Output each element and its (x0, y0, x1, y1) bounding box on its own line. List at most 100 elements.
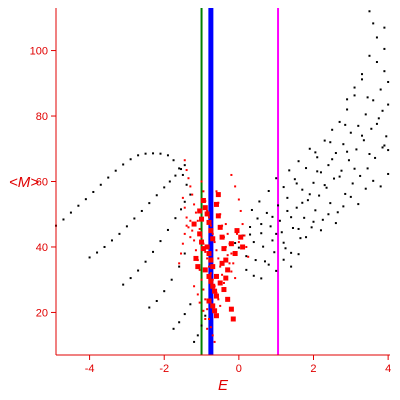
data-point (178, 265, 181, 268)
data-point (196, 219, 199, 222)
data-point (219, 234, 225, 240)
data-point (194, 249, 197, 252)
data-point (314, 209, 317, 212)
data-point (159, 152, 162, 155)
data-point (202, 205, 208, 211)
data-point (325, 186, 328, 189)
data-point (199, 216, 205, 222)
data-point (144, 152, 147, 155)
data-point (212, 308, 218, 314)
data-point (301, 188, 304, 191)
data-point (239, 209, 242, 212)
data-point (379, 185, 382, 188)
data-point (122, 283, 125, 286)
data-point (137, 269, 140, 272)
x-ticks: -4 -2 0 2 4 (85, 355, 391, 375)
data-point (316, 170, 319, 173)
data-point (355, 148, 358, 151)
y-axis-label: <M> (9, 174, 39, 191)
x-tick-label: -4 (85, 363, 95, 375)
y-ticks: 20 40 60 80 100 (30, 46, 56, 319)
data-point (346, 98, 349, 101)
data-point (237, 241, 240, 244)
data-point (290, 265, 293, 268)
data-point (226, 232, 229, 235)
x-axis-label: E (218, 377, 229, 394)
data-point (383, 47, 386, 50)
data-point (338, 120, 341, 123)
data-point (185, 216, 188, 219)
data-point (213, 313, 219, 319)
data-point (353, 94, 356, 97)
data-point (183, 200, 186, 203)
data-point (208, 228, 214, 234)
data-point (122, 163, 125, 166)
data-point (359, 174, 362, 177)
data-point (193, 255, 199, 261)
data-point (208, 278, 214, 284)
data-point (189, 185, 192, 188)
data-point (183, 206, 186, 209)
data-point (181, 173, 184, 176)
data-point (221, 287, 227, 293)
data-point (204, 244, 210, 250)
data-point (224, 223, 227, 226)
data-point (191, 193, 194, 196)
data-point (168, 180, 171, 183)
data-point (277, 204, 280, 207)
data-point (183, 252, 186, 255)
x-tick-label: 4 (385, 363, 391, 375)
data-point (245, 255, 248, 258)
data-point (295, 182, 298, 185)
data-point (234, 228, 240, 234)
data-point (230, 252, 233, 255)
data-point (180, 168, 183, 171)
data-point (256, 217, 259, 220)
y-tick-label: 100 (30, 46, 48, 58)
data-point (351, 182, 354, 185)
data-point (237, 198, 240, 201)
data-point (249, 233, 252, 236)
data-point (200, 236, 203, 239)
data-point (69, 211, 72, 214)
data-point (225, 296, 231, 302)
data-point (228, 241, 234, 247)
data-point (107, 176, 110, 179)
data-point (210, 303, 216, 309)
data-point (196, 334, 199, 337)
data-point (238, 234, 244, 240)
data-point (387, 172, 390, 175)
data-point (312, 220, 315, 223)
data-point (62, 218, 65, 221)
data-point (208, 265, 211, 268)
data-point (387, 103, 390, 106)
data-point (381, 146, 384, 149)
y-tick-label: 20 (36, 307, 48, 319)
data-point (213, 340, 216, 343)
data-point (197, 231, 203, 237)
data-point (183, 159, 186, 162)
data-point (208, 317, 211, 320)
data-point (172, 159, 175, 162)
data-point (282, 186, 285, 189)
data-point (204, 317, 207, 320)
data-point (209, 326, 212, 329)
data-point (206, 327, 209, 330)
data-point (331, 128, 334, 131)
data-point (312, 181, 315, 184)
data-point (211, 334, 214, 337)
x-tick-label: 2 (310, 363, 316, 375)
data-point (357, 203, 360, 206)
data-point (133, 217, 136, 220)
data-points (55, 10, 390, 343)
data-point (346, 108, 349, 111)
data-point (180, 252, 183, 255)
data-point (275, 232, 278, 235)
data-point (178, 321, 181, 324)
data-point (323, 139, 326, 142)
data-point (346, 150, 349, 153)
data-point (260, 277, 263, 280)
data-point (204, 314, 207, 317)
data-point (166, 154, 169, 157)
data-point (245, 268, 248, 271)
